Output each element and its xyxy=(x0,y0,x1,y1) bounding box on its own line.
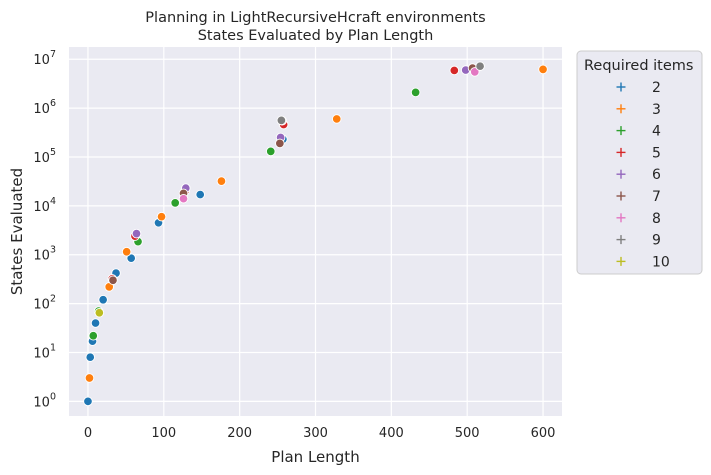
x-tick-label: 100 xyxy=(151,426,176,441)
x-tick-label: 300 xyxy=(303,426,328,441)
legend-label: 4 xyxy=(652,124,661,140)
chart-title-line2: States Evaluated by Plan Length xyxy=(198,28,434,44)
x-axis-label: Plan Length xyxy=(271,448,359,466)
y-tick-exponent: 2 xyxy=(50,294,56,305)
y-tick-label: 101 xyxy=(33,342,56,361)
y-tick-base: 10 xyxy=(33,298,50,313)
y-tick-label: 103 xyxy=(33,245,56,264)
legend-entry: 2 xyxy=(616,80,661,96)
y-tick-exponent: 7 xyxy=(50,49,56,60)
data-point-6 xyxy=(131,228,142,239)
legend-entry: 9 xyxy=(616,233,661,249)
legend-entry: 7 xyxy=(616,189,661,205)
data-point-4 xyxy=(266,146,276,157)
data-points xyxy=(83,61,548,407)
legend-title: Required items xyxy=(584,58,693,74)
x-axis-ticks: 0 100 200 300 400 500 600 xyxy=(84,426,556,441)
y-tick-base: 10 xyxy=(33,102,50,117)
y-tick-label: 100 xyxy=(33,391,56,410)
data-point-10 xyxy=(94,307,105,318)
legend-label: 6 xyxy=(652,167,661,183)
y-tick-label: 106 xyxy=(33,98,56,117)
data-point-4 xyxy=(410,87,421,98)
legend-entry: 8 xyxy=(616,211,661,227)
data-point-3 xyxy=(216,176,227,186)
data-point-9 xyxy=(276,115,287,126)
legend-label: 3 xyxy=(652,102,661,118)
legend-label: 2 xyxy=(652,80,661,96)
data-point-4 xyxy=(88,330,99,341)
y-tick-exponent: 5 xyxy=(50,147,56,158)
data-point-5 xyxy=(449,65,460,76)
chart-title-line1: Planning in LightRecursiveHcraft environ… xyxy=(145,10,485,26)
legend-entries: 2 3 4 5 6 7 8 9 10 xyxy=(616,80,670,270)
y-tick-exponent: 3 xyxy=(50,245,56,256)
data-point-2 xyxy=(85,352,95,362)
legend-entry: 5 xyxy=(616,145,661,161)
grid-lines xyxy=(69,47,562,416)
legend-label: 5 xyxy=(652,145,661,161)
y-tick-base: 10 xyxy=(33,151,50,166)
data-point-8 xyxy=(178,193,189,204)
y-tick-label: 105 xyxy=(33,147,56,166)
legend-entry: 4 xyxy=(616,124,661,140)
data-point-4 xyxy=(170,198,180,208)
y-tick-base: 10 xyxy=(33,53,50,68)
x-tick-label: 200 xyxy=(227,426,252,441)
legend-label: 7 xyxy=(652,189,661,205)
y-tick-exponent: 6 xyxy=(50,98,56,109)
data-point-3 xyxy=(156,211,167,222)
y-tick-exponent: 4 xyxy=(50,196,56,207)
y-axis-label: States Evaluated xyxy=(8,168,26,295)
x-tick-label: 400 xyxy=(379,426,404,441)
data-point-7 xyxy=(108,275,118,286)
y-tick-base: 10 xyxy=(33,346,50,361)
data-point-3 xyxy=(121,246,132,257)
legend-label: 8 xyxy=(652,211,661,227)
data-point-8 xyxy=(470,67,480,77)
legend-entry: 10 xyxy=(616,254,670,270)
data-point-2 xyxy=(98,294,108,305)
x-tick-label: 600 xyxy=(531,426,556,441)
x-tick-label: 0 xyxy=(84,426,92,441)
y-tick-exponent: 1 xyxy=(50,342,56,353)
data-point-2 xyxy=(195,189,205,200)
y-tick-label: 107 xyxy=(33,49,56,68)
x-tick-label: 500 xyxy=(455,426,480,441)
legend-box xyxy=(576,50,703,275)
data-point-2 xyxy=(83,396,93,407)
legend: Required items 2 3 4 5 6 7 8 9 10 xyxy=(576,50,703,275)
legend-label: 10 xyxy=(652,254,670,270)
data-point-3 xyxy=(84,373,95,383)
data-point-9 xyxy=(475,61,485,71)
legend-entry: 3 xyxy=(616,102,661,118)
y-tick-base: 10 xyxy=(33,395,50,410)
data-point-3 xyxy=(331,114,342,124)
data-point-2 xyxy=(126,253,136,263)
y-tick-base: 10 xyxy=(33,249,50,264)
y-tick-base: 10 xyxy=(33,200,50,215)
data-point-3 xyxy=(538,64,548,75)
y-tick-exponent: 0 xyxy=(50,391,56,402)
data-point-2 xyxy=(90,318,101,328)
y-tick-label: 104 xyxy=(33,196,56,215)
y-tick-label: 102 xyxy=(33,294,56,313)
legend-label: 9 xyxy=(652,233,661,249)
legend-entry: 6 xyxy=(616,167,661,183)
data-point-7 xyxy=(275,138,285,149)
